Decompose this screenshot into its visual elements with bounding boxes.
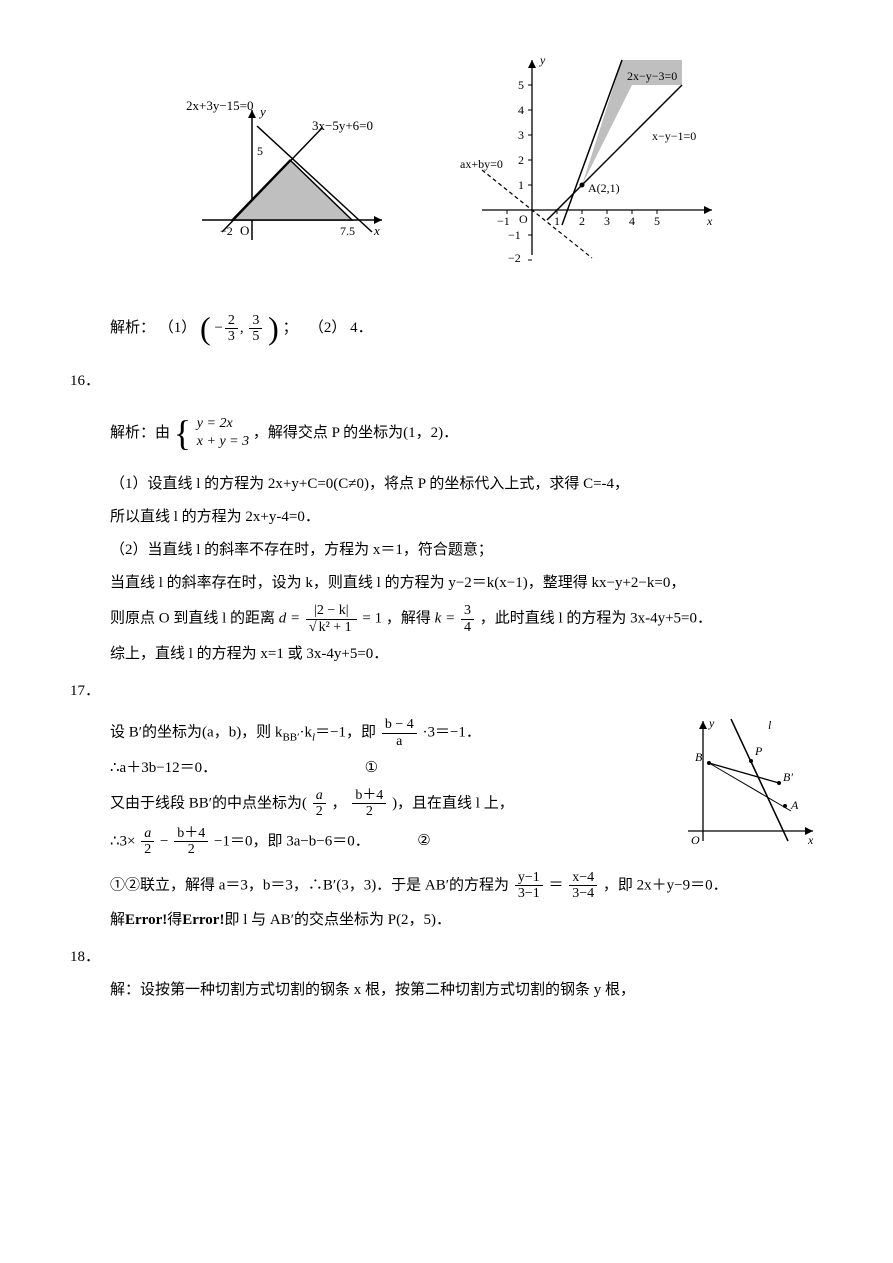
- p16-l4: （2）当直线 l 的斜率不存在时，方程为 x＝1，符合题意；: [70, 537, 823, 564]
- svg-text:5: 5: [257, 144, 263, 158]
- p17-l5: ①②联立，解得 a＝3，b＝3，∴B′(3，3)．于是 AB′的方程为 y−13…: [70, 870, 823, 902]
- svg-text:1: 1: [518, 178, 524, 192]
- p18-l1: 解：设按第一种切割方式切割的钢条 x 根，按第二种切割方式切割的钢条 y 根，: [70, 977, 823, 1004]
- p17-l2: ∴a＋3b−12＝0． ①: [70, 755, 653, 782]
- svg-text:3: 3: [604, 214, 610, 228]
- svg-text:3: 3: [518, 128, 524, 142]
- svg-text:l: l: [768, 718, 772, 732]
- svg-text:B′: B′: [783, 770, 793, 784]
- svg-text:1: 1: [554, 214, 560, 228]
- p16-l5: 当直线 l 的斜率存在时，设为 k，则直线 l 的方程为 y−2＝k(x−1)，…: [70, 570, 823, 597]
- svg-text:4: 4: [518, 103, 524, 117]
- svg-text:5: 5: [654, 214, 660, 228]
- part1-label: （1）: [159, 320, 197, 336]
- label: 解析：: [110, 320, 155, 336]
- svg-text:2: 2: [518, 153, 524, 167]
- svg-text:O: O: [691, 833, 700, 847]
- problem-18-num: 18．: [70, 944, 823, 971]
- problem-16-num: 16．: [70, 368, 823, 395]
- p16-l2: （1）设直线 l 的方程为 2x+y+C=0(C≠0)，将点 P 的坐标代入上式…: [70, 471, 823, 498]
- problem-17-num: 17．: [70, 678, 823, 705]
- svg-text:O: O: [240, 223, 249, 238]
- p15-analysis: 解析： （1） ( −23, 35 ) ； （2） 4．: [70, 300, 823, 358]
- p16-l3: 所以直线 l 的方程为 2x+y-4=0．: [70, 504, 823, 531]
- figure-right: x y O −1 1 2 3 4 5 1 2 3 4: [452, 40, 732, 270]
- p17-l4: ∴3× a2 − b＋42 −1＝0，即 3a−b−6＝0． ②: [70, 826, 653, 858]
- svg-text:x: x: [706, 214, 713, 228]
- p17-l1: 设 B′的坐标为(a，b)，则 kBB′·kl＝−1，即 b − 4a ·3＝−…: [70, 717, 653, 749]
- svg-text:5: 5: [518, 78, 524, 92]
- svg-text:y: y: [258, 104, 266, 119]
- p17-l3: 又由于线段 BB′的中点坐标为( a2 ， b＋42 )，且在直线 l 上，: [70, 788, 653, 820]
- svg-text:x: x: [373, 223, 380, 238]
- svg-text:2x−y−3=0: 2x−y−3=0: [627, 69, 677, 83]
- svg-text:O: O: [519, 212, 528, 226]
- figure-17: O x y l B B′ P A: [673, 711, 823, 861]
- svg-text:−2: −2: [508, 251, 521, 265]
- eq-label: 2x+3y−15=0: [186, 98, 254, 113]
- svg-text:P: P: [754, 744, 763, 758]
- svg-text:−2: −2: [220, 224, 233, 238]
- p16-l1: 解析：由 { y = 2x x + y = 3 ，解得交点 P 的坐标为(1，2…: [70, 401, 823, 466]
- eq-label: 3x−5y+6=0: [312, 118, 373, 133]
- svg-text:A(2,1): A(2,1): [588, 181, 620, 195]
- svg-text:x−y−1=0: x−y−1=0: [652, 129, 696, 143]
- svg-text:y: y: [539, 53, 546, 67]
- svg-text:ax+by=0: ax+by=0: [460, 157, 503, 171]
- figure-left: 2x+3y−15=0 3x−5y+6=0 x y O 5 −2 7.5: [162, 80, 392, 270]
- svg-text:x: x: [807, 833, 814, 847]
- p16-l6: 则原点 O 到直线 l 的距离 d = |2 − k| √k² + 1 = 1 …: [70, 603, 823, 635]
- svg-text:A: A: [790, 798, 799, 812]
- p16-l7: 综上，直线 l 的方程为 x=1 或 3x-4y+5=0．: [70, 641, 823, 668]
- figure-row: 2x+3y−15=0 3x−5y+6=0 x y O 5 −2 7.5: [70, 40, 823, 270]
- svg-text:B: B: [695, 750, 703, 764]
- svg-text:−1: −1: [508, 228, 521, 242]
- svg-text:4: 4: [629, 214, 635, 228]
- svg-text:−1: −1: [497, 214, 510, 228]
- p17-l6: 解Error!得Error!即 l 与 AB′的交点坐标为 P(2，5)．: [70, 907, 823, 934]
- svg-text:y: y: [708, 716, 715, 730]
- svg-text:7.5: 7.5: [340, 224, 355, 238]
- svg-text:2: 2: [579, 214, 585, 228]
- part2-label: （2）: [309, 320, 347, 336]
